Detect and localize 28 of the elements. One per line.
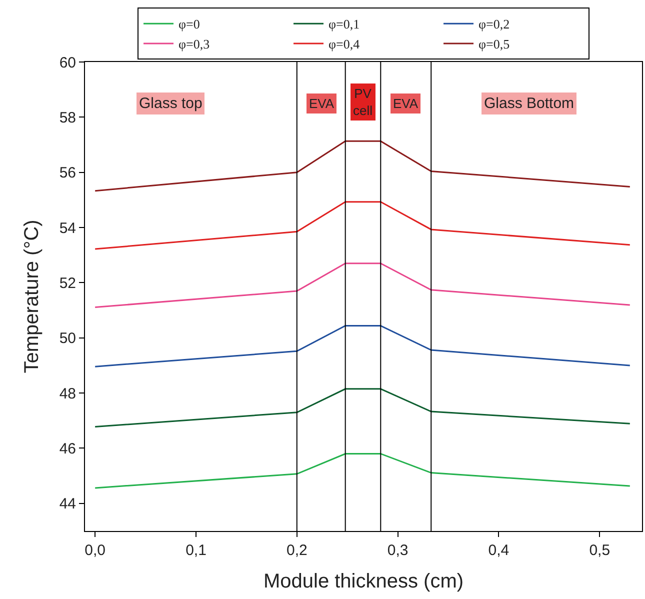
y-tick-label: 54	[59, 220, 76, 237]
x-tick-label: 0,5	[589, 542, 610, 559]
legend-label: φ=0,3	[178, 36, 210, 52]
x-tick-label: 0,0	[84, 542, 106, 559]
annotation: EVA	[309, 96, 334, 111]
legend-label: φ=0	[178, 16, 200, 32]
annotation: EVA	[393, 96, 418, 111]
legend-label: φ=0,1	[328, 16, 360, 32]
y-axis-title: Temperature (°C)	[20, 220, 43, 374]
x-tick-label: 0,1	[186, 542, 206, 559]
y-tick-label: 58	[59, 109, 76, 126]
annotation: Glass Bottom	[484, 95, 574, 112]
y-tick-label: 60	[59, 54, 76, 72]
y-tick-label: 50	[59, 330, 76, 348]
y-tick-label: 48	[59, 385, 76, 402]
legend-label: φ=0,5	[478, 36, 510, 52]
x-axis-title: Module thickness (cm)	[263, 570, 464, 592]
legend-label: φ=0,2	[478, 16, 510, 32]
annotation: Glass top	[139, 95, 202, 112]
y-tick-label: 52	[59, 274, 76, 292]
annotation: PV cell	[353, 86, 373, 118]
y-tick-label: 56	[59, 164, 76, 182]
x-tick-label: 0,2	[286, 542, 308, 559]
x-tick-label: 0,3	[387, 542, 408, 559]
x-tick-label: 0,4	[488, 542, 510, 559]
y-tick-label: 46	[59, 440, 76, 458]
y-tick-label: 44	[59, 496, 76, 513]
legend-label: φ=0,4	[328, 36, 360, 52]
